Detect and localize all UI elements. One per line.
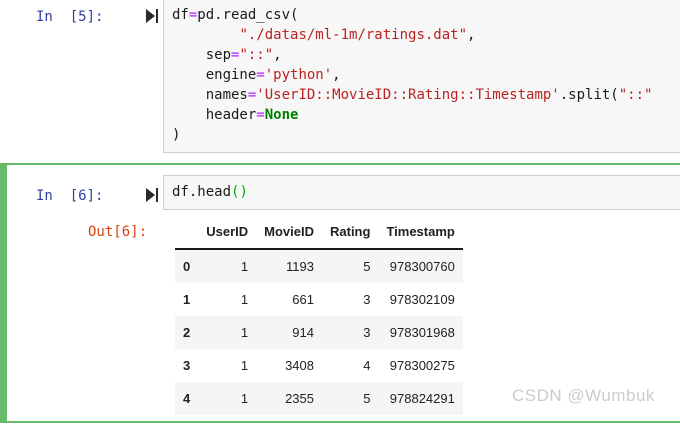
code-token: sep [172,47,232,63]
play-icon [146,188,155,202]
dataframe-table: UserID MovieID Rating Timestamp 0 1 1193 5 97830… [175,217,463,415]
table-cell: 1 [240,259,249,274]
table-row: 1 1 661 3 978302109 [175,283,463,316]
play-bar-icon [156,188,158,202]
table-cell: 914 [292,325,314,340]
code-token: = [256,107,265,123]
input-prompt: In [5]: [36,9,104,25]
table-cell: 1 [240,292,249,307]
code-token [172,27,239,43]
table-row: 4 1 2355 5 978824291 [175,382,463,415]
run-cell-icon[interactable] [146,9,158,23]
table-cell: 1193 [286,259,314,274]
column-header: Rating [322,217,379,250]
table-cell: 3 [363,292,371,307]
code-token: = [247,87,257,103]
play-icon [146,9,155,23]
code-editor[interactable]: df=pd.read_csv( "./datas/ml-1m/ratings.d… [163,0,680,153]
table-cell: 3 [363,325,371,340]
row-index-cell: 3 [183,358,191,373]
input-prompt: In [6]: [36,188,104,204]
table-row: 3 1 3408 4 978300275 [175,349,463,382]
code-token: , [273,47,282,63]
code-token: , [332,67,341,83]
code-token: "::" [239,47,274,63]
table-header-row: UserID MovieID Rating Timestamp [175,217,463,250]
table-row: 0 1 1193 5 978300760 [175,249,463,283]
dataframe-output: UserID MovieID Rating Timestamp 0 1 1193 5 97830… [175,217,463,415]
table-cell: 1 [240,358,249,373]
table-cell: 5 [363,259,371,274]
table-cell: 2355 [285,391,314,406]
column-header: UserID [198,217,257,250]
column-header: Timestamp [378,217,463,250]
selected-cell-indicator [0,165,7,421]
csdn-watermark: CSDN @Wumbuk [512,386,655,405]
code-token: df.head [172,184,232,200]
code-line: names='UserID::MovieID::Rating::Timestam… [172,85,680,105]
table-cell: 4 [363,358,371,373]
code-token: "./datas/ml-1m/ratings.dat" [239,27,468,43]
row-index-cell: 2 [183,325,191,340]
code-editor[interactable]: df.head() [163,175,680,210]
table-cell: 661 [292,292,314,307]
code-line: "./datas/ml-1m/ratings.dat", [172,25,680,45]
code-line: df=pd.read_csv( [172,5,680,25]
row-index-cell: 4 [183,391,191,406]
code-token: None [264,107,299,123]
code-token: "::" [618,87,653,103]
table-row: 2 1 914 3 978301968 [175,316,463,349]
code-token: engine [172,67,257,83]
table-cell: 978301968 [389,325,455,340]
code-token: header [172,107,257,123]
index-header-cell [175,217,199,250]
code-token: , [467,27,476,43]
code-token: = [188,7,198,23]
code-line: ) [172,125,680,145]
code-cell-5: In [5]: df=pd.read_csv( "./datas/ml-1m/r… [0,0,680,158]
column-header: MovieID [256,217,322,250]
table-cell: 1 [240,391,249,406]
table-cell: 978302109 [389,292,455,307]
output-prompt: Out[6]: [88,224,148,240]
code-token: .split( [559,87,619,103]
table-cell: 5 [363,391,371,406]
code-token: () [231,184,248,200]
code-token: = [231,47,240,63]
table-cell: 1 [240,325,249,340]
code-line: header=None [172,105,680,125]
play-bar-icon [156,9,158,23]
code-token: names [172,87,248,103]
code-line: df.head() [172,182,680,202]
table-cell: 978300275 [389,358,455,373]
table-cell: 978824291 [389,391,455,406]
code-line: sep="::", [172,45,680,65]
run-cell-icon[interactable] [146,188,158,202]
row-index-cell: 1 [183,292,191,307]
row-index-cell: 0 [183,259,191,274]
table-cell: 978300760 [389,259,455,274]
code-token: ) [172,127,181,143]
code-cell-6-selected: In [6]: df.head() Out[6]: UserID MovieID R… [0,163,680,423]
code-token: 'UserID::MovieID::Rating::Timestamp' [256,87,560,103]
code-token: df [172,7,189,23]
code-token: 'python' [264,67,333,83]
code-token: = [256,67,265,83]
code-line: engine='python', [172,65,680,85]
table-cell: 3408 [285,358,314,373]
code-token: pd.read_csv( [197,7,299,23]
